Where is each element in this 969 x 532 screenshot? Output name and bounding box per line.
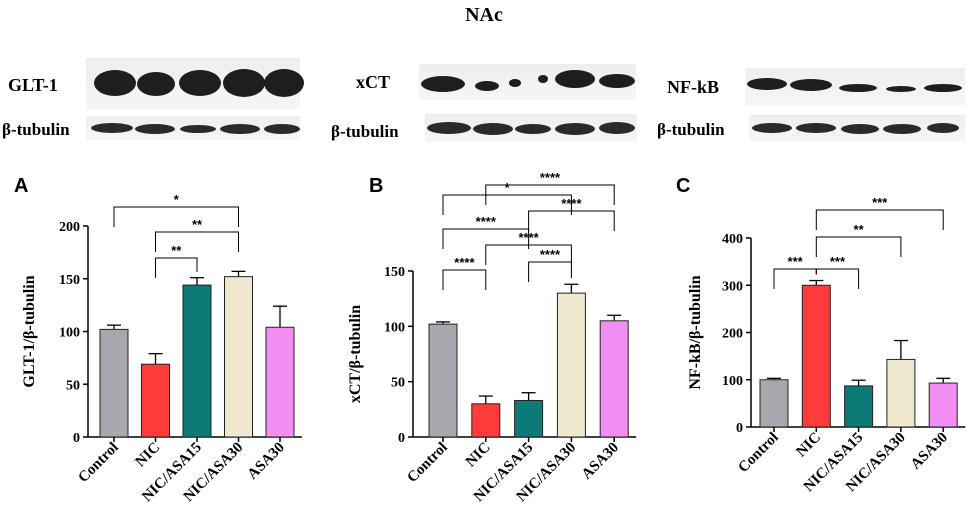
blot-group-glt1: GLT-1 β-tubulin (2, 58, 304, 140)
y-tick-label: 100 (384, 320, 405, 335)
significance-bracket (528, 261, 572, 282)
x-tick-label: ASA30 (579, 440, 622, 483)
bar-nic (471, 403, 501, 438)
significance-bracket (815, 268, 860, 289)
x-tick-label: NIC (133, 440, 164, 471)
y-axis-label: NF-kB/β-tubulin (687, 275, 704, 389)
blot-label-nfkb: NF-kB (667, 77, 719, 97)
panel-letter-b: B (369, 175, 383, 197)
x-tick-label: ASA30 (908, 430, 951, 473)
loading-bands-nfkb (752, 123, 959, 134)
y-axis-label: GLT-1/β-tubulin (21, 275, 38, 387)
bar-nic (801, 284, 831, 428)
bar-asa30 (599, 320, 629, 438)
y-tick-label: 200 (722, 327, 743, 342)
significance-label: **** (540, 170, 561, 185)
significance-label: ** (192, 217, 203, 232)
blot-bands-xct (421, 70, 635, 92)
blot-group-xct: xCT β-tubulin (331, 64, 637, 142)
bar-nic (141, 363, 170, 438)
x-tick-label: NIC (463, 440, 494, 471)
panel-letter-c: C (676, 175, 690, 197)
y-axis-label: xCT/β-tubulin (347, 305, 364, 403)
x-tick-label: Control (404, 440, 450, 486)
figure-title: NAc (465, 4, 503, 26)
panel-letter-a: A (14, 175, 28, 197)
y-tick-label: 0 (73, 431, 80, 446)
loading-bands-glt1 (91, 123, 300, 134)
blot-bands-nfkb (747, 78, 962, 92)
x-tick-label: ASA30 (245, 440, 288, 483)
bar-control (99, 328, 129, 438)
significance-label: ** (171, 243, 182, 258)
y-tick-label: 150 (59, 273, 80, 288)
blot-label-glt1: GLT-1 (8, 75, 58, 95)
significance-bracket (155, 231, 239, 252)
y-tick-label: 400 (722, 232, 743, 247)
bar-asa30 (928, 382, 958, 428)
significance-label: ** (854, 222, 865, 237)
y-tick-label: 0 (736, 421, 743, 436)
y-tick-label: 0 (398, 431, 405, 446)
bar-asa30 (265, 326, 295, 438)
significance-label: *** (788, 254, 804, 269)
bar-nic-asa15 (182, 284, 212, 438)
y-tick-label: 100 (722, 374, 743, 389)
bar-nic-asa30 (886, 358, 916, 428)
significance-bracket (485, 184, 615, 205)
significance-bracket (442, 269, 487, 290)
bar-control (759, 379, 789, 428)
significance-bracket (442, 228, 530, 249)
significance-label: * (174, 192, 180, 207)
bar-nic-asa15 (844, 385, 874, 428)
y-tick-label: 50 (66, 378, 80, 393)
blot-group-nfkb: NF-kB β-tubulin (657, 68, 965, 141)
significance-bracket (815, 209, 944, 230)
significance-label: * (505, 180, 511, 195)
significance-label: **** (476, 214, 497, 229)
significance-label: **** (454, 255, 475, 270)
loading-label-nfkb: β-tubulin (657, 120, 725, 139)
bar-nic-asa30 (556, 292, 586, 438)
bar-nic-asa15 (514, 399, 544, 438)
y-tick-label: 150 (384, 265, 405, 280)
significance-bracket (155, 257, 198, 278)
y-tick-label: 50 (391, 376, 405, 391)
significance-label: **** (540, 247, 561, 262)
significance-bracket (442, 194, 572, 215)
blot-label-xct: xCT (356, 72, 390, 92)
x-tick-label: Control (735, 430, 781, 476)
bar-nic-asa30 (224, 276, 253, 438)
x-tick-label: Control (75, 440, 121, 486)
y-tick-label: 300 (722, 279, 743, 294)
significance-label: *** (872, 195, 888, 210)
bar-control (428, 323, 458, 438)
y-tick-label: 100 (59, 326, 80, 341)
y-tick-label: 200 (59, 220, 80, 235)
loading-label-glt1: β-tubulin (2, 120, 70, 139)
x-tick-label: NIC (793, 430, 824, 461)
loading-bands-xct (427, 122, 635, 135)
loading-label-xct: β-tubulin (331, 122, 399, 141)
significance-bracket (113, 206, 239, 227)
significance-bracket (815, 236, 902, 257)
blot-bands-glt1 (94, 69, 304, 97)
significance-label: *** (830, 254, 846, 269)
